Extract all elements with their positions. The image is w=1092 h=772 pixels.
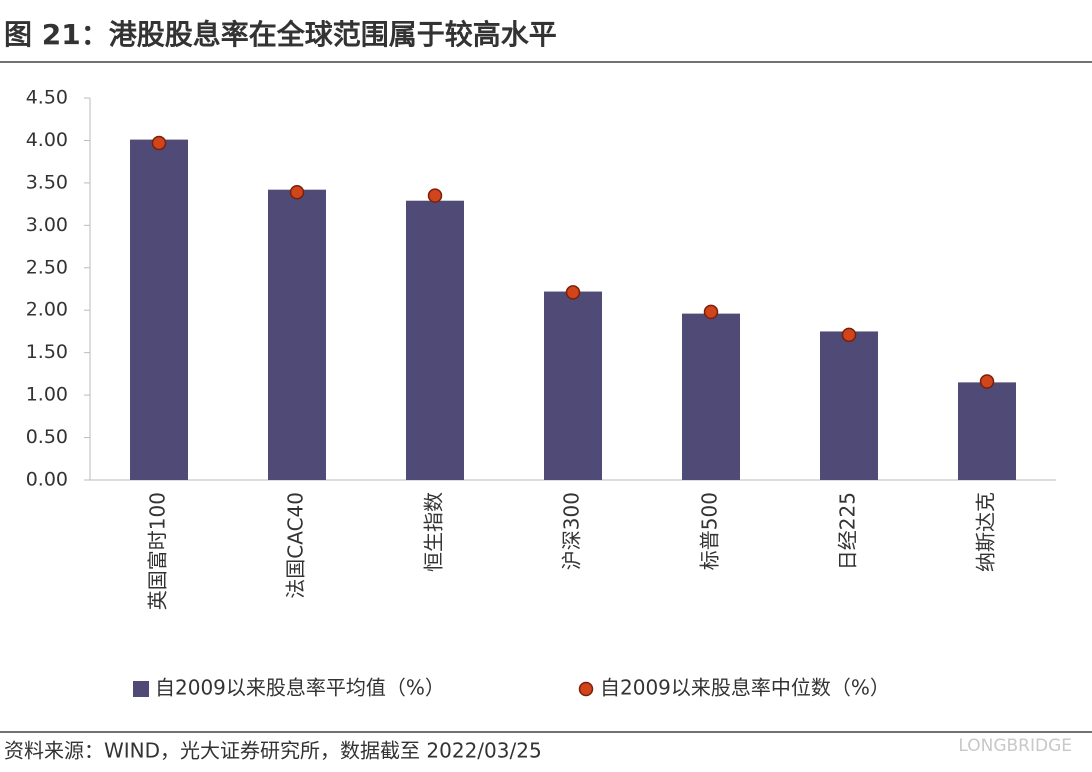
bar [130,139,188,480]
legend-label: 自2009以来股息率中位数（%） [600,676,890,700]
x-tick-label: 恒生指数 [422,492,446,572]
median-dot [151,135,167,151]
x-tick-label: 日经225 [836,492,860,570]
y-tick-label: 3.00 [26,214,68,236]
median-dot [427,188,443,203]
median-dot [841,327,857,343]
median-dot [979,374,995,389]
bar [958,382,1016,480]
legend-label: 自2009以来股息率平均值（%） [155,676,445,700]
x-tick-label: 纳斯达克 [974,492,998,572]
bar [820,331,878,480]
median-dot [565,285,581,300]
y-tick-label: 3.50 [26,171,68,193]
watermark: LONGBRIDGE [958,736,1072,756]
y-tick-label: 2.00 [26,299,68,321]
x-tick-label: 法国CAC40 [284,492,308,599]
bar [544,291,602,480]
y-tick-label: 2.50 [26,256,68,278]
legend-swatch [133,681,149,697]
x-tick-label: 沪深300 [560,492,584,570]
bar [268,189,326,480]
y-tick-label: 0.50 [26,426,68,448]
y-tick-label: 1.00 [26,384,68,406]
median-dot [289,184,305,200]
x-tick-label: 标普500 [698,492,722,570]
bar [406,200,464,480]
y-tick-label: 1.50 [26,341,68,363]
y-tick-label: 4.50 [26,87,68,109]
bar [682,313,740,480]
y-tick-label: 0.00 [26,469,68,491]
median-dot [703,304,719,320]
x-tick-label: 英国富时100 [146,492,170,610]
y-tick-label: 4.00 [26,129,68,151]
chart-title: 图 21：港股股息率在全球范围属于较高水平 [4,18,557,51]
source-note: 资料来源：WIND，光大证券研究所，数据截至 2022/03/25 [4,739,542,763]
legend-swatch [578,681,594,697]
